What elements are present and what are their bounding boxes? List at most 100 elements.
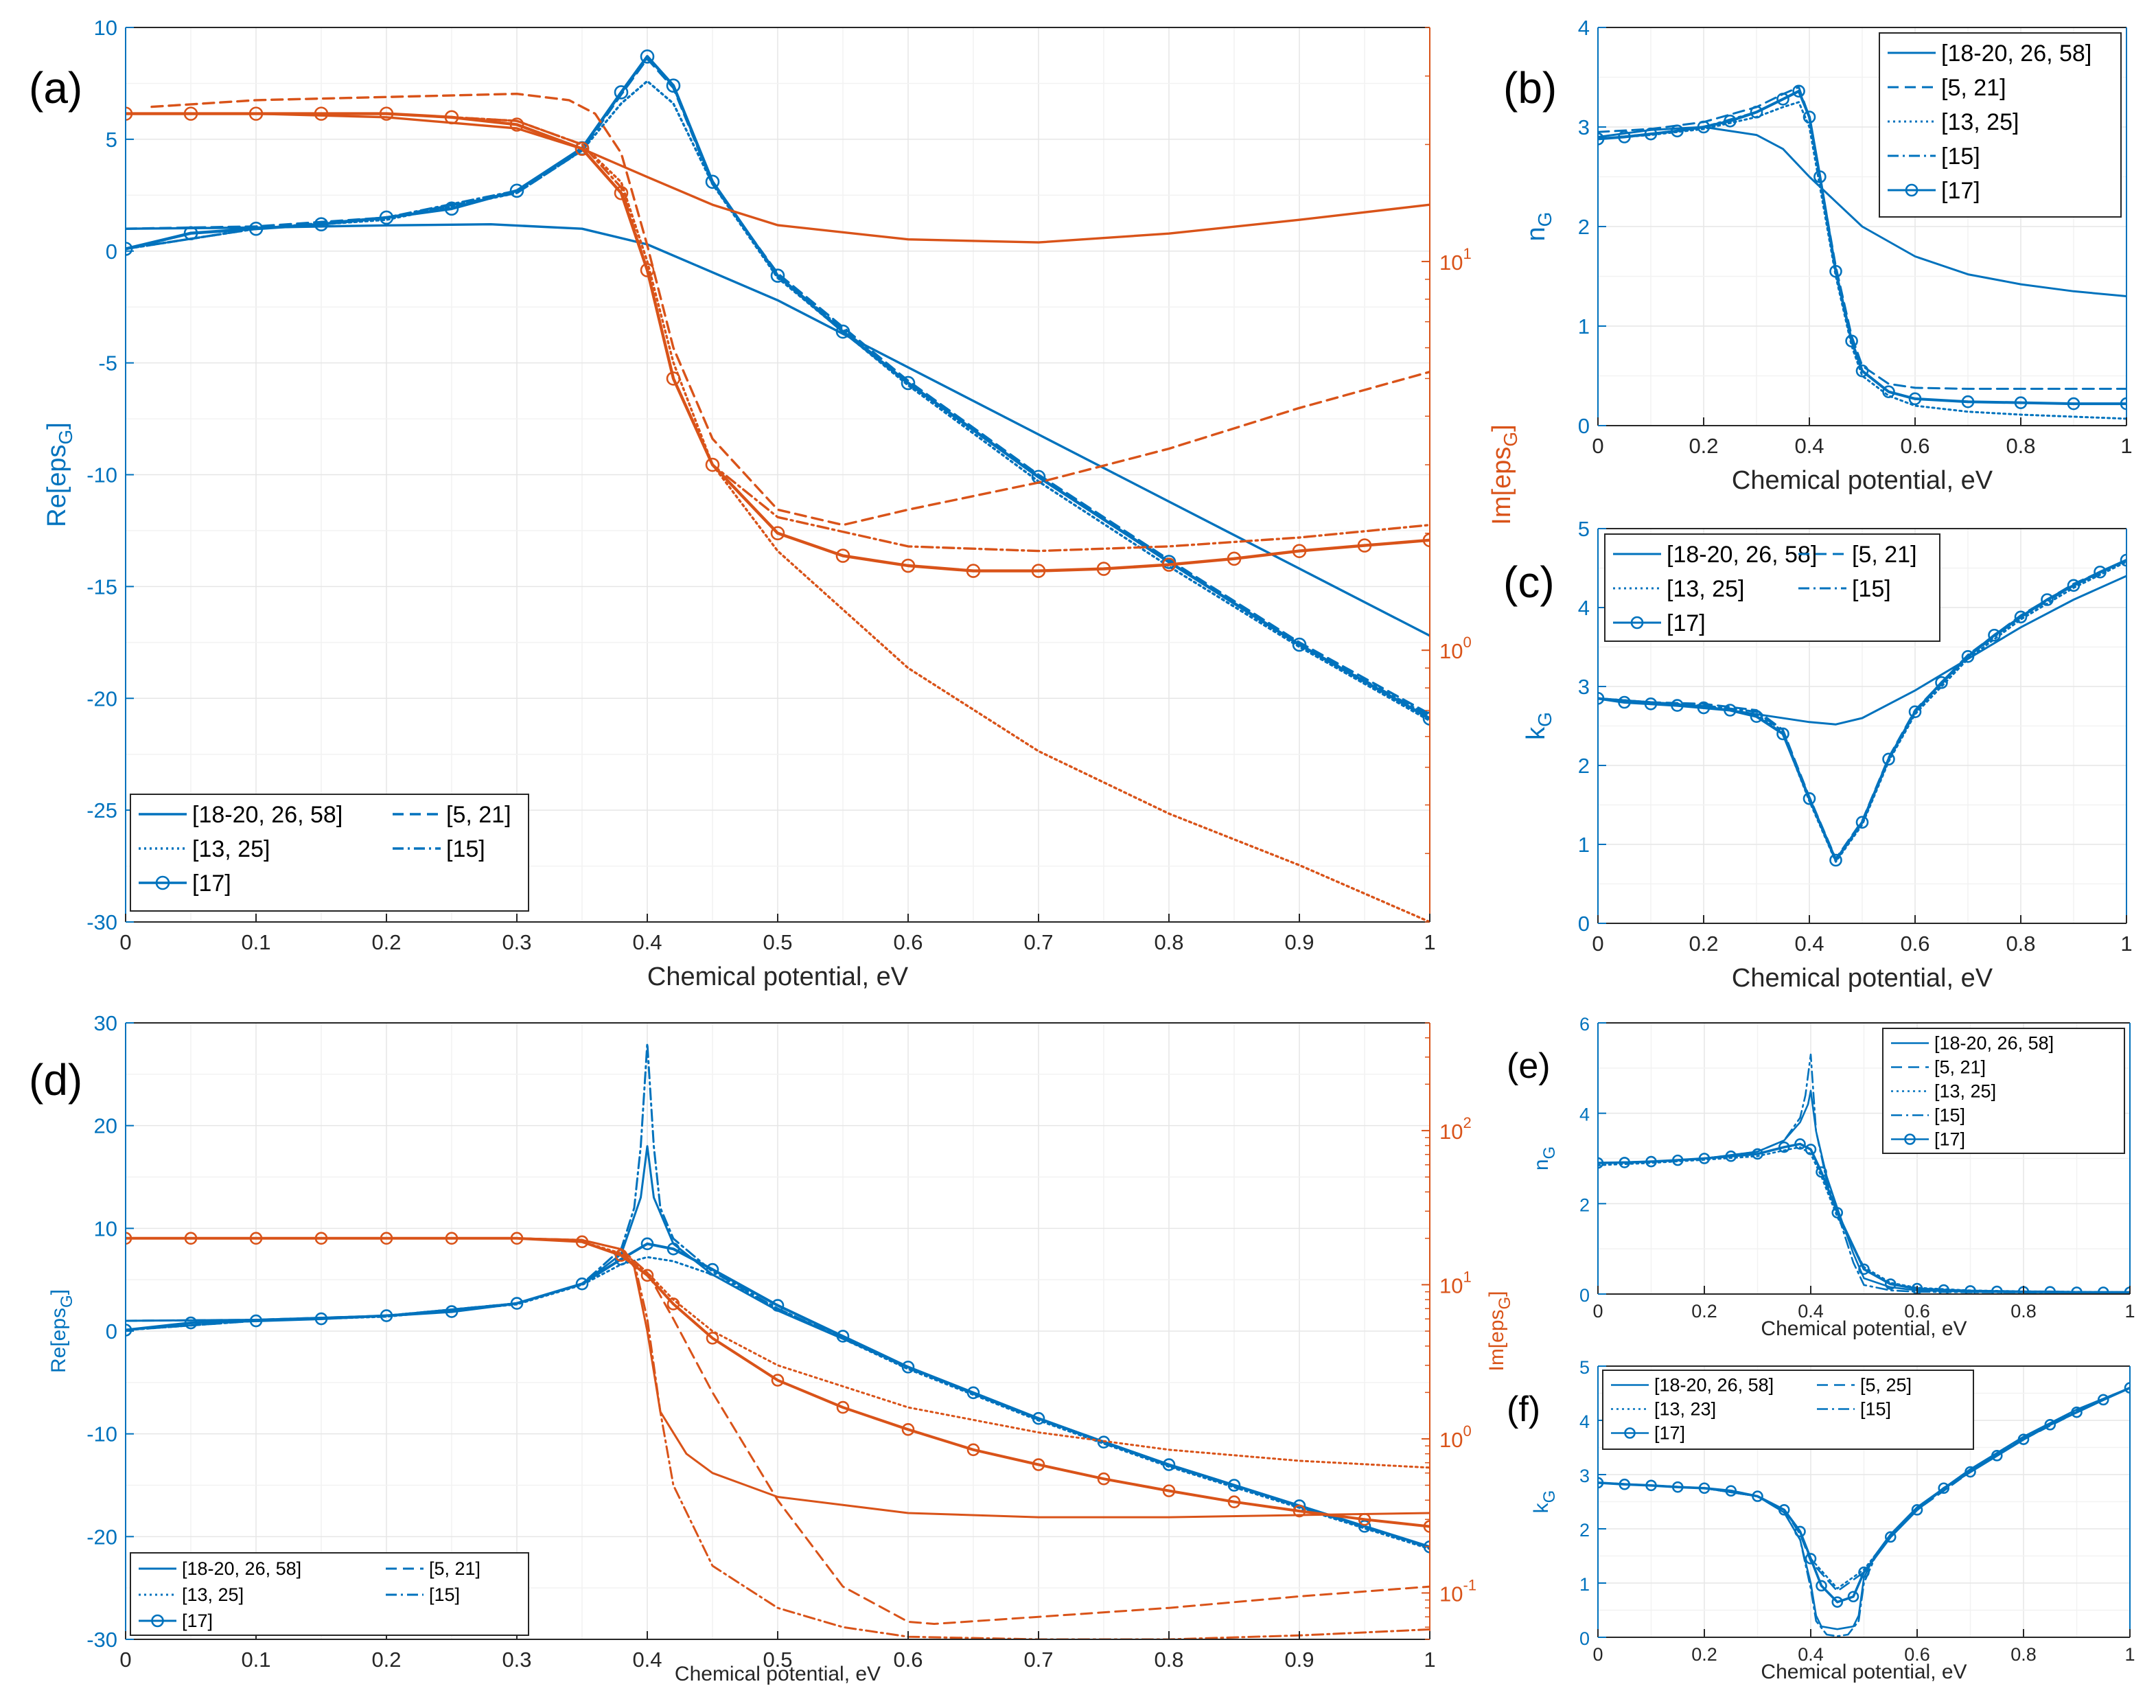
y-tick-label: 3	[1578, 675, 1590, 699]
x-axis-label: Chemical potential, eV	[1732, 466, 1993, 495]
x-tick-label: 0	[1592, 1301, 1603, 1322]
legend-label: [5, 21]	[1941, 75, 2006, 101]
legend-marker	[155, 875, 170, 890]
data-point	[835, 549, 850, 563]
data-point	[2014, 610, 2028, 624]
data-point	[1935, 676, 1948, 689]
legend-label: [18-20, 26, 58]	[1934, 1033, 2054, 1054]
series-line-im-6	[150, 92, 1430, 527]
legend-label: [17]	[1654, 1423, 1685, 1444]
y-tick-label: 5	[1579, 1357, 1590, 1378]
y2-axis-label: Im[epsG]	[1485, 1291, 1514, 1371]
x-tick-label: 0.8	[2006, 932, 2035, 956]
legend-a: [18-20, 26, 58] [5, 21] [13, 25] [15] [17]	[130, 794, 529, 912]
data-point	[966, 1443, 980, 1457]
y2-tick-label: 100	[1439, 634, 1472, 663]
data-point	[1882, 385, 1895, 399]
data-point	[614, 1249, 628, 1262]
data-point	[835, 324, 850, 339]
data-point	[1598, 691, 1605, 705]
panel-label: (d)	[29, 1055, 82, 1105]
data-point	[1697, 120, 1711, 134]
y-axis-label: Re[epsG]	[43, 422, 76, 527]
x-axis-label: Chemical potential, eV	[1761, 1317, 1967, 1340]
data-point	[510, 1297, 524, 1310]
legend-label: [5, 21]	[429, 1558, 480, 1579]
legend-label: [18-20, 26, 58]	[1667, 542, 1817, 568]
panel-label: (f)	[1507, 1389, 1540, 1429]
data-point	[1961, 649, 1975, 663]
data-point	[1908, 705, 1922, 719]
data-point	[1031, 564, 1046, 578]
data-point	[2014, 396, 2028, 409]
data-point	[1938, 1482, 1950, 1494]
data-point	[184, 1316, 198, 1330]
y-tick-label: 0	[1578, 912, 1590, 936]
panel-label: (a)	[29, 63, 82, 113]
x-tick-label: 0.5	[763, 1648, 792, 1672]
data-point	[666, 1242, 680, 1256]
y-tick-label: 2	[1578, 754, 1590, 778]
data-point	[1884, 1278, 1897, 1290]
data-point	[966, 564, 981, 578]
panel-f: 0 0.2 0.4 0.6 0.8 1 5 4 3 2 1 0 Chemical potential, …	[1507, 1357, 2135, 1683]
data-point	[2124, 1382, 2130, 1394]
panel-b: 0 0.2 0.4 0.6 0.8 1 4 3 2 1 0 Chemical potential, e…	[1503, 16, 2133, 495]
data-point	[1794, 1138, 1806, 1150]
legend-label: [13, 23]	[1654, 1399, 1716, 1420]
data-point	[1032, 1458, 1045, 1471]
data-point	[1908, 392, 1922, 406]
x-axis-label: Chemical potential, eV	[647, 962, 909, 991]
y-tick-label: 3	[1579, 1466, 1590, 1486]
series-group-b	[1598, 84, 2126, 420]
panel-label: (e)	[1507, 1046, 1551, 1086]
x-tick-label: 0	[1592, 932, 1603, 956]
x-tick-label: 0.2	[371, 1648, 401, 1672]
series-line-4	[126, 1242, 1430, 1549]
data-point	[705, 457, 720, 472]
x-tick-label: 1	[2120, 434, 2132, 458]
data-point	[2097, 1394, 2109, 1406]
data-point	[1938, 1284, 1950, 1294]
data-point	[1803, 111, 1816, 124]
legend-label: [13, 25]	[1941, 109, 2019, 135]
x-tick-label: 1	[2120, 932, 2132, 956]
data-point	[1725, 1485, 1737, 1497]
data-point	[1724, 704, 1737, 717]
legend-f: [18-20, 26, 58] [5, 25] [13, 23] [15] [17]	[1602, 1370, 1974, 1450]
series-line-im-9	[126, 1236, 1430, 1528]
x-tick-label: 0.2	[1691, 1301, 1717, 1322]
legend-label: [13, 25]	[1934, 1081, 1996, 1102]
data-point	[1776, 727, 1789, 741]
y-tick-label: 0	[1578, 414, 1590, 438]
x-tick-label: 0.4	[1798, 1301, 1824, 1322]
x-tick-label: 0.6	[1904, 1644, 1930, 1665]
data-point	[509, 117, 524, 132]
data-point	[2044, 1286, 2056, 1294]
data-point	[1618, 695, 1631, 709]
data-point	[1671, 1481, 1684, 1493]
x-tick-label: 1	[2124, 1644, 2135, 1665]
series-line-4	[1598, 559, 2126, 862]
panel-a: 0 0.1 0.2 0.3 0.4 0.5 0.6 0.7 0.8 0.9 1 10 5 0 -5 -10 -1…	[29, 16, 1521, 991]
grid-a	[125, 27, 1430, 923]
data-point	[614, 185, 629, 200]
data-point	[1816, 1166, 1827, 1178]
data-point	[510, 1232, 524, 1245]
data-point	[1358, 1520, 1371, 1533]
data-point	[901, 558, 916, 573]
x-tick-label: 0.2	[1689, 932, 1718, 956]
y-tick-label: 0	[106, 1319, 117, 1343]
data-point	[248, 106, 264, 121]
series-line-0	[1598, 575, 2126, 726]
data-point	[1805, 1553, 1817, 1565]
y-axis-label: nG	[1522, 212, 1555, 242]
y-tick-label: 4	[1579, 1411, 1590, 1432]
y-tick-label: -20	[86, 686, 117, 711]
data-point	[1778, 1504, 1790, 1516]
legend-label: [15]	[1852, 576, 1891, 602]
legend-box	[1879, 32, 2122, 218]
x-tick-label: 0.5	[763, 930, 792, 954]
y-tick-label: 20	[94, 1114, 117, 1138]
data-point	[1645, 1155, 1657, 1168]
